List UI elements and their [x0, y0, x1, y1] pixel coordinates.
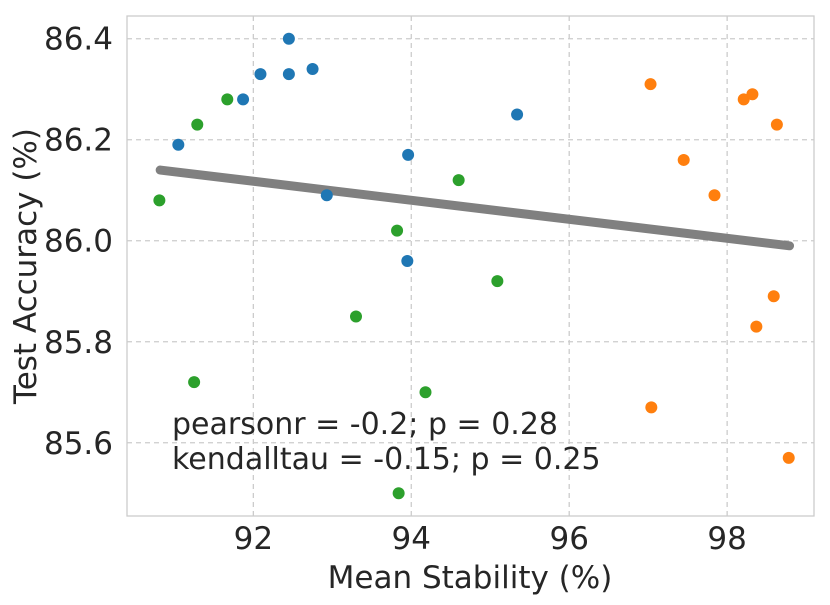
data-point-green — [392, 487, 405, 500]
data-point-blue — [320, 189, 333, 202]
data-point-green — [491, 275, 504, 288]
data-point-blue — [402, 148, 415, 161]
data-point-green — [188, 376, 201, 389]
kendall-annotation: kendalltau = -0.15; p = 0.25 — [172, 442, 601, 477]
x-axis-label: Mean Stability (%) — [328, 560, 613, 596]
data-point-orange — [737, 93, 750, 106]
data-point-blue — [401, 254, 414, 267]
x-tick-labels: 92 94 96 98 — [234, 521, 747, 557]
y-tick-label: 86.4 — [44, 22, 113, 58]
y-axis-label: Test Accuracy (%) — [8, 128, 44, 405]
data-point-green — [350, 310, 362, 323]
data-point-blue — [237, 93, 250, 106]
data-point-blue — [511, 108, 524, 121]
plot-frame — [126, 15, 815, 517]
data-point-orange — [677, 153, 690, 166]
y-tick-label: 86.0 — [44, 224, 113, 260]
data-point-orange — [770, 118, 783, 131]
data-point-orange — [644, 78, 657, 91]
y-tick-labels: 85.6 85.8 86.0 86.2 86.4 — [44, 22, 113, 462]
data-point-blue — [172, 138, 185, 151]
y-tick-label: 86.2 — [44, 123, 113, 159]
data-point-green — [419, 386, 432, 399]
data-point-orange — [645, 401, 658, 414]
x-tick-label: 94 — [392, 521, 431, 557]
data-point-blue — [282, 68, 295, 81]
trend-line-layer — [155, 165, 795, 251]
grid-lines — [127, 16, 814, 516]
x-tick-label: 92 — [234, 521, 273, 557]
data-point-orange — [767, 290, 780, 303]
data-point-green — [391, 224, 404, 237]
pearson-annotation: pearsonr = -0.2; p = 0.28 — [172, 407, 558, 442]
data-point-green — [191, 118, 204, 131]
data-points — [153, 32, 795, 500]
data-point-orange — [782, 451, 795, 464]
data-point-orange — [708, 189, 721, 202]
y-tick-label: 85.8 — [44, 325, 113, 361]
data-point-green — [153, 194, 166, 207]
data-point-blue — [306, 63, 319, 76]
y-tick-label: 85.6 — [44, 426, 113, 462]
x-tick-label: 98 — [707, 521, 746, 557]
x-tick-label: 96 — [549, 521, 588, 557]
regression-line — [155, 165, 795, 251]
data-point-green — [452, 174, 465, 187]
data-point-blue — [282, 32, 295, 45]
data-point-orange — [750, 320, 763, 333]
data-point-blue — [254, 68, 267, 81]
data-point-orange — [746, 88, 759, 101]
data-point-green — [221, 93, 234, 106]
